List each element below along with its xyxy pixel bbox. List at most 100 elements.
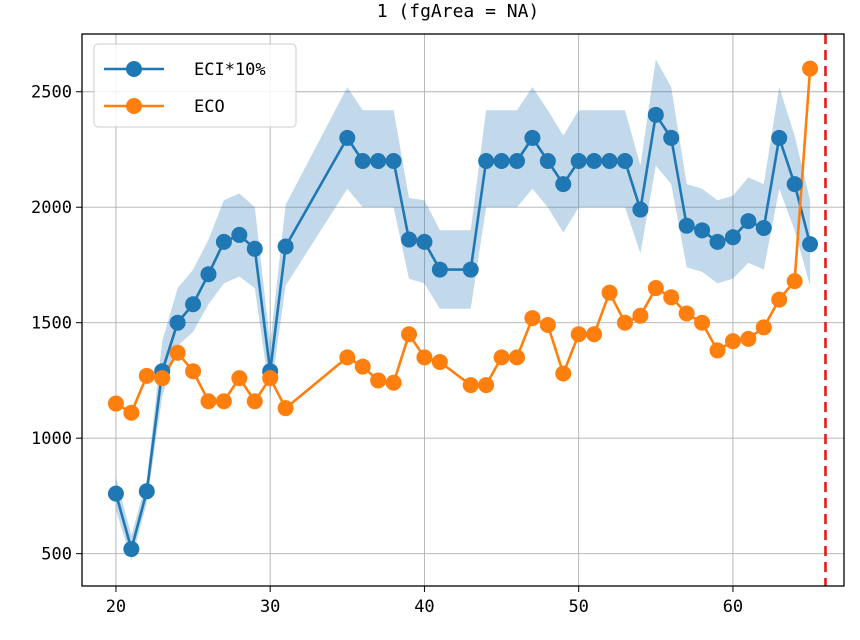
series-1-point: [724, 333, 741, 350]
series-0-point: [709, 233, 726, 250]
series-0-point: [478, 153, 495, 170]
series-1-point: [586, 326, 603, 343]
series-0-point: [401, 231, 418, 248]
series-1-point: [694, 314, 711, 331]
series-0-point: [107, 485, 124, 502]
series-1-point: [802, 60, 819, 77]
y-tick-label: 2000: [31, 198, 72, 218]
series-0-band: [115, 59, 811, 561]
series-1-point: [354, 358, 371, 375]
series-1-point: [740, 330, 757, 347]
series-1-point: [647, 280, 664, 297]
series-0-point: [570, 153, 587, 170]
series-1-point: [123, 404, 140, 421]
legend-label: ECI*10%: [194, 60, 266, 80]
series-1-point: [200, 393, 217, 410]
series-1-point: [601, 284, 618, 301]
series-1-point: [462, 377, 479, 394]
series-0-point: [539, 153, 556, 170]
y-tick-label: 1000: [31, 429, 72, 449]
series-0-point: [185, 296, 202, 313]
series-0-point: [508, 153, 525, 170]
series-0-point: [215, 233, 232, 250]
x-tick-label: 40: [414, 597, 434, 617]
x-tick-label: 50: [568, 597, 588, 617]
series-1-point: [555, 365, 572, 382]
series-1-point: [771, 291, 788, 308]
series-0-point: [431, 261, 448, 278]
series-1-point: [169, 344, 186, 361]
series-1-point: [478, 377, 495, 394]
series-1-point: [185, 363, 202, 380]
x-tick-label: 20: [106, 597, 126, 617]
series-1-point: [246, 393, 263, 410]
series-0-point: [647, 106, 664, 123]
series-1-point: [755, 319, 772, 336]
legend-marker: [126, 61, 142, 77]
series-0-point: [246, 240, 263, 257]
chart-title: 1 (fgArea = NA): [377, 1, 540, 22]
series-0-point: [524, 129, 541, 146]
series-0-point: [601, 153, 618, 170]
series-1-point: [709, 342, 726, 359]
series-0-point: [200, 266, 217, 283]
series-0-point: [755, 220, 772, 237]
series-0-point: [632, 201, 649, 218]
series-0-point: [462, 261, 479, 278]
y-tick-label: 500: [41, 545, 72, 565]
series-1-point: [215, 393, 232, 410]
series-0-point: [416, 233, 433, 250]
series-1-point: [107, 395, 124, 412]
series-1-point: [385, 374, 402, 391]
series-0-point: [694, 222, 711, 239]
series-1-point: [616, 314, 633, 331]
series-1-point: [416, 349, 433, 366]
series-0-point: [740, 213, 757, 230]
series-0-point: [678, 217, 695, 234]
series-1-point: [678, 305, 695, 322]
series-0-point: [663, 129, 680, 146]
series-0-point: [277, 238, 294, 255]
series-0-point: [385, 153, 402, 170]
series-1-point: [431, 353, 448, 370]
series-1-point: [570, 326, 587, 343]
series-1-point: [786, 273, 803, 290]
series-0-point: [771, 129, 788, 146]
axis-ticks: 20 30 40 50 60 500 1000 1500 2000 2500: [31, 83, 743, 617]
series-1-point: [231, 370, 248, 387]
series-0-point: [138, 483, 155, 500]
series-1-point: [632, 307, 649, 324]
series-1-point: [508, 349, 525, 366]
plot-frame: [81, 33, 845, 587]
y-tick-label: 2500: [31, 83, 72, 103]
legend: ECI*10% ECO: [93, 43, 297, 128]
series-0-point: [354, 153, 371, 170]
series-1-point: [524, 310, 541, 327]
x-tick-label: 60: [723, 597, 743, 617]
series-1-point: [262, 370, 279, 387]
series-0-point: [802, 236, 819, 253]
series-1-point: [138, 367, 155, 384]
series-1-point: [401, 326, 418, 343]
series-0-point: [231, 226, 248, 243]
series-1-point: [663, 289, 680, 306]
series-0-point: [555, 176, 572, 193]
series-1-point: [154, 370, 171, 387]
series-0-point: [493, 153, 510, 170]
series-0-point: [123, 541, 140, 558]
series-0-point: [370, 153, 387, 170]
series-1-point: [370, 372, 387, 389]
series-points: [107, 60, 819, 558]
confidence-bands: [115, 59, 811, 561]
legend-label: ECO: [194, 97, 225, 117]
series-1-point: [277, 400, 294, 417]
legend-marker: [126, 98, 142, 114]
y-tick-label: 1500: [31, 314, 72, 334]
series-1-point: [493, 349, 510, 366]
series-0-point: [339, 129, 356, 146]
series-0-point: [586, 153, 603, 170]
series-0-point: [169, 314, 186, 331]
series-0-point: [616, 153, 633, 170]
series-1-point: [539, 317, 556, 334]
